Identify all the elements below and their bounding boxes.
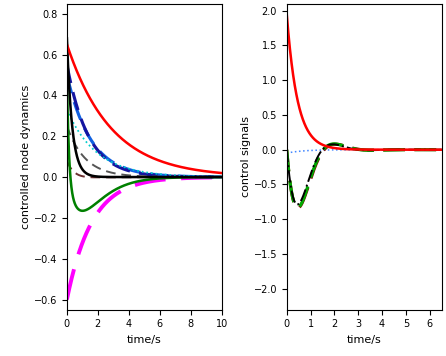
X-axis label: time/s: time/s — [347, 335, 381, 345]
Y-axis label: controlled node dynamics: controlled node dynamics — [21, 84, 31, 229]
X-axis label: time/s: time/s — [127, 335, 162, 345]
Y-axis label: control signals: control signals — [241, 116, 251, 197]
